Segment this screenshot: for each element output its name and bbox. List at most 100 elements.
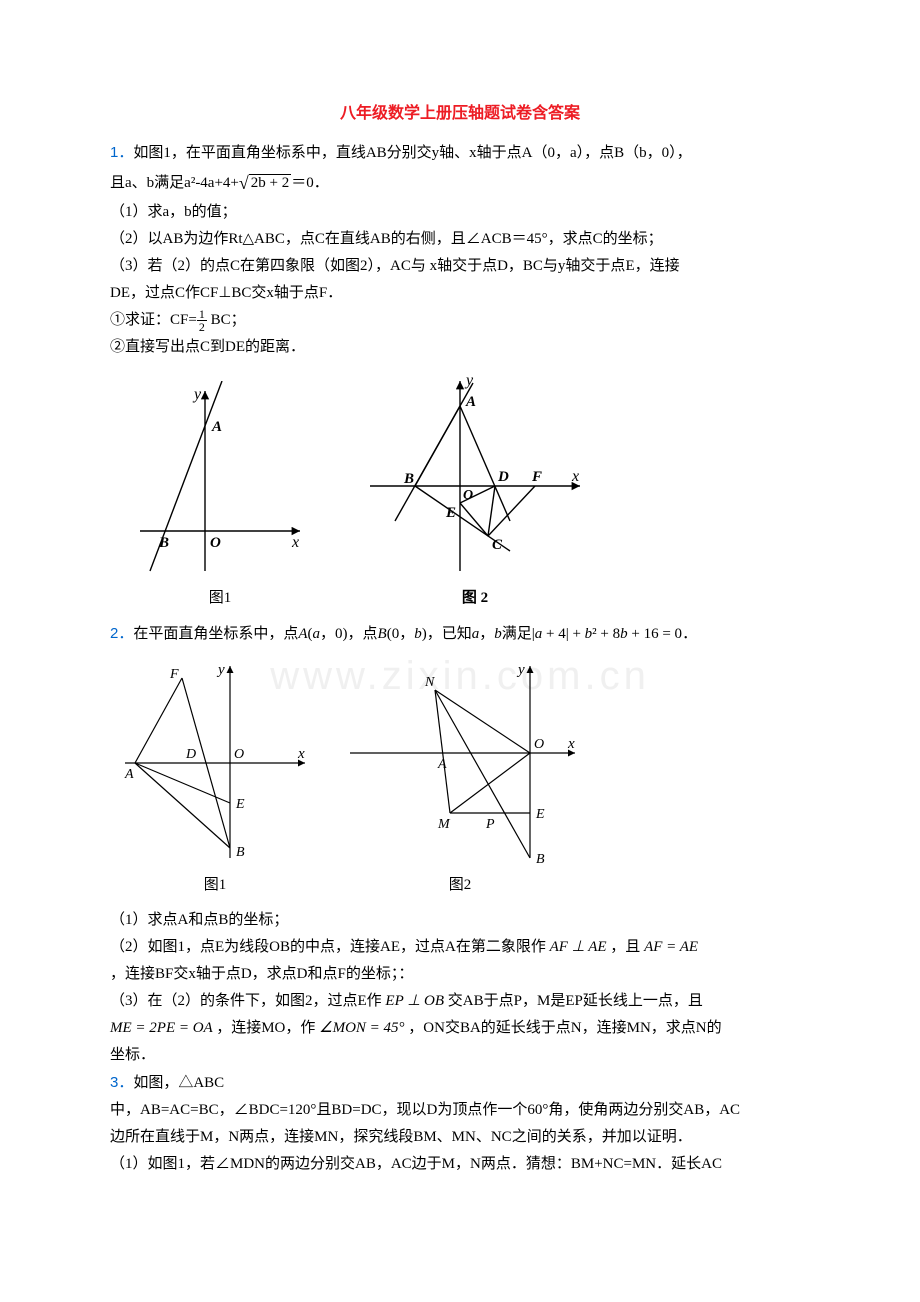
fig2-svg: y x A B D F E C O bbox=[360, 371, 590, 581]
svg-text:M: M bbox=[437, 817, 451, 832]
fig1-svg: y x A B O bbox=[130, 381, 310, 581]
q2-p2: (0， bbox=[387, 626, 415, 642]
sqrt-expr: √2b + 2 bbox=[239, 167, 291, 199]
fig4-label: 图2 bbox=[449, 872, 472, 899]
svg-text:O: O bbox=[234, 747, 244, 762]
svg-text:A: A bbox=[437, 757, 447, 772]
fig2-label: 图 2 bbox=[462, 585, 488, 612]
q2-l3b: AF ⊥ AE bbox=[546, 939, 610, 955]
svg-text:A: A bbox=[124, 767, 134, 782]
q2-t2: ，0)，点 bbox=[320, 626, 378, 642]
q2-fig2: y x N A O M P E B 图2 bbox=[340, 658, 580, 899]
svg-text:B: B bbox=[403, 471, 414, 487]
svg-text:B: B bbox=[236, 845, 245, 860]
q1-line1: 1．如图1，在平面直角坐标系中，直线AB分别交y轴、x轴于点A（0，a），点B（… bbox=[110, 139, 810, 167]
svg-text:P: P bbox=[485, 817, 495, 832]
q1-number: 1． bbox=[110, 144, 133, 161]
document-body: 八年级数学上册压轴题试卷含答案 1．如图1，在平面直角坐标系中，直线AB分别交y… bbox=[110, 100, 810, 1178]
svg-text:x: x bbox=[567, 736, 575, 752]
q2-fig1: y x A D O F E B 图1 bbox=[120, 658, 310, 899]
q1-fig1: y x A B O 图1 bbox=[130, 381, 310, 612]
svg-text:A: A bbox=[211, 419, 222, 435]
q2-l6b: ，连接MO，作 bbox=[216, 1020, 315, 1036]
q2-sub3a: （3）在（2）的条件下，如图2，过点E作 EP ⊥ OB 交AB于点P，M是EP… bbox=[110, 988, 810, 1015]
q2-a: a bbox=[313, 626, 321, 642]
q2-sub3c: 坐标． bbox=[110, 1042, 810, 1069]
q3-number: 3． bbox=[110, 1074, 133, 1091]
svg-text:C: C bbox=[492, 537, 503, 553]
fig3-label: 图1 bbox=[204, 872, 227, 899]
svg-text:O: O bbox=[210, 535, 221, 551]
q1-sub3c: ①求证：CF=12 BC； bbox=[110, 307, 810, 334]
q3-line1: 3．如图，△ABC bbox=[110, 1069, 810, 1097]
svg-text:x: x bbox=[571, 468, 579, 485]
fig4-svg: y x N A O M P E B bbox=[340, 658, 580, 868]
q2-sub2a: （2）如图1，点E为线段OB的中点，连接AE，过点A在第二象限作 AF ⊥ AE… bbox=[110, 934, 810, 961]
q2-l6c: ∠MON = 45° bbox=[315, 1020, 408, 1036]
q3-line3: 边所在直线于M，N两点，连接MN，探究线段BM、MN、NC之间的关系，并加以证明… bbox=[110, 1124, 810, 1151]
svg-text:B: B bbox=[158, 535, 169, 551]
q1-sub3b: DE，过点C作CF⊥BC交x轴于点F． bbox=[110, 280, 810, 307]
svg-text:y: y bbox=[216, 662, 225, 678]
q2-b2: b bbox=[494, 626, 502, 642]
q2-B: B bbox=[378, 626, 387, 642]
q1-fig2: y x A B D F E C O 图 2 bbox=[360, 371, 590, 612]
q1-l1b: 且a、b满足a²-4a+4+ bbox=[110, 175, 239, 191]
doc-title: 八年级数学上册压轴题试卷含答案 bbox=[110, 100, 810, 129]
q2-number: 2． bbox=[110, 625, 133, 642]
svg-text:D: D bbox=[497, 469, 509, 485]
q2-sub3b: ME = 2PE = OA ，连接MO，作 ∠MON = 45° ，ON交BA的… bbox=[110, 1015, 810, 1042]
q2-l5c: 交AB于点P，M是EP延长线上一点，且 bbox=[448, 993, 703, 1009]
q1-sub1: （1）求a，b的值； bbox=[110, 199, 810, 226]
q2-l6a: ME = 2PE = OA bbox=[110, 1020, 216, 1036]
svg-text:x: x bbox=[297, 746, 305, 762]
q3-l1: 如图，△ABC bbox=[133, 1075, 224, 1091]
q2-l5b: EP ⊥ OB bbox=[382, 993, 448, 1009]
q2-l5a: （3）在（2）的条件下，如图2，过点E作 bbox=[110, 993, 382, 1009]
q2-sub1: （1）求点A和点B的坐标； bbox=[110, 907, 810, 934]
q1-sub3a: （3）若（2）的点C在第四象限（如图2），AC与 x轴交于点D，BC与y轴交于点… bbox=[110, 253, 810, 280]
svg-text:E: E bbox=[445, 505, 456, 521]
q1-l6b: BC； bbox=[207, 312, 246, 328]
q2-t1: 在平面直角坐标系中，点 bbox=[133, 626, 298, 642]
sqrt-arg: 2b + 2 bbox=[249, 174, 291, 191]
q2-l3a: （2）如图1，点E为线段OB的中点，连接AE，过点A在第二象限作 bbox=[110, 939, 546, 955]
q2-b: b bbox=[414, 626, 422, 642]
q2-t3: )，已知 bbox=[422, 626, 472, 642]
svg-text:E: E bbox=[235, 797, 245, 812]
q3-line4: （1）如图1，若∠MDN的两边分别交AB，AC边于M，N两点．猜想：BM+NC=… bbox=[110, 1151, 810, 1178]
svg-text:D: D bbox=[185, 747, 196, 762]
q2-sub2b: ，连接BF交x轴于点D，求点D和点F的坐标；： bbox=[110, 961, 810, 988]
svg-text:x: x bbox=[291, 534, 299, 551]
fig1-label: 图1 bbox=[209, 585, 232, 612]
q1-text: 如图1，在平面直角坐标系中，直线AB分别交y轴、x轴于点A（0，a），点B（b，… bbox=[133, 145, 691, 161]
fraction: 12 bbox=[197, 308, 207, 333]
svg-text:A: A bbox=[465, 394, 476, 410]
svg-text:F: F bbox=[531, 469, 542, 485]
svg-text:O: O bbox=[463, 488, 473, 503]
q2-line1: 2．在平面直角坐标系中，点A(a，0)，点B(0，b)，已知a，b满足|a + … bbox=[110, 620, 810, 648]
fig3-svg: y x A D O F E B bbox=[120, 658, 310, 868]
svg-text:y: y bbox=[516, 662, 525, 678]
q1-line1b: 且a、b满足a²-4a+4+√2b + 2＝0． bbox=[110, 167, 810, 199]
frac-den: 2 bbox=[197, 321, 207, 333]
q1-sub3d: ②直接写出点C到DE的距离． bbox=[110, 334, 810, 361]
q1-l6a: ①求证：CF= bbox=[110, 312, 197, 328]
q1-l1c: ＝0． bbox=[291, 175, 329, 191]
q2-t4: 满足 bbox=[502, 626, 532, 642]
q3-line2: 中，AB=AC=BC，∠BDC=120°且BD=DC，现以D为顶点作一个60°角… bbox=[110, 1097, 810, 1124]
svg-text:y: y bbox=[192, 386, 202, 403]
q2-l3d: AF = AE bbox=[640, 939, 698, 955]
q1-sub2: （2）以AB为边作Rt△ABC，点C在直线AB的右侧，且∠ACB＝45°，求点C… bbox=[110, 226, 810, 253]
q2-l3c: ，且 bbox=[610, 939, 640, 955]
q2-l6d: ，ON交BA的延长线于点N，连接MN，求点N的 bbox=[408, 1020, 721, 1036]
svg-text:F: F bbox=[169, 667, 179, 682]
svg-text:y: y bbox=[464, 372, 474, 389]
svg-text:O: O bbox=[534, 737, 544, 752]
q2-eq: |a + 4| + b² + 8b + 16 = 0 bbox=[532, 626, 682, 642]
q1-figures: y x A B O 图1 y x A B D F E C bbox=[130, 371, 810, 612]
q2-A: A bbox=[298, 626, 307, 642]
q2-figures: y x A D O F E B 图1 y x N A O M P E bbox=[120, 658, 810, 899]
svg-text:N: N bbox=[424, 675, 435, 690]
q2-c1: ， bbox=[479, 626, 494, 642]
